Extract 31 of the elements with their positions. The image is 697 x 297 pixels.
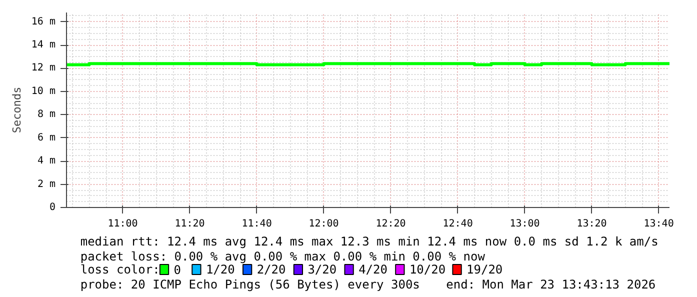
x-tick-label: 11:00 <box>108 218 138 230</box>
y-tick-label: 6 m <box>37 132 56 144</box>
legend-title: loss color: <box>80 262 160 276</box>
y-tick-label: 0 <box>49 202 56 213</box>
x-tick-label: 13:20 <box>576 218 607 230</box>
text: packet loss: 0.00 % avg 0.00 % max 0.00 % min 0.00 % now <box>80 250 486 264</box>
y-tick-label: 2 m <box>37 178 56 190</box>
legend-label: 2/20 <box>256 262 286 276</box>
y-tick-label: 10 m <box>31 86 56 97</box>
text: median rtt: 12.4 ms avg 12.4 ms max 12.3 ms min 12.4 ms now 0.0 ms sd 1.2 k am/s <box>80 234 658 248</box>
x-tick-label: 12:40 <box>442 218 473 230</box>
x-tick-label: 11:40 <box>242 218 272 230</box>
text: end: Mon Mar 23 13:43:13 2026 <box>446 278 656 292</box>
x-tick-label: 12:20 <box>376 218 406 230</box>
x-tick-label: 11:20 <box>174 218 205 230</box>
text: probe: 20 ICMP Echo Pings (56 Bytes) every 300s <box>80 278 420 292</box>
legend-label: 19/20 <box>466 262 503 276</box>
legend-label: 4/20 <box>358 262 388 276</box>
legend-label: 0 <box>174 263 182 277</box>
y-tick-label: 16 m <box>31 16 56 28</box>
y-tick-label: 12 m <box>31 62 56 74</box>
legend-label: 10/20 <box>409 262 446 276</box>
x-tick-label: 13:00 <box>510 218 540 230</box>
legend-label: 3/20 <box>308 262 337 276</box>
x-tick-label: 13:40 <box>644 218 674 230</box>
y-tick-label: 4 m <box>37 156 56 167</box>
y-tick-label: 8 m <box>37 109 56 120</box>
x-tick-label: 12:00 <box>308 218 339 230</box>
y-axis-title: Seconds <box>10 86 24 134</box>
legend-label: 1/20 <box>206 262 235 276</box>
y-tick-label: 14 m <box>31 40 56 50</box>
